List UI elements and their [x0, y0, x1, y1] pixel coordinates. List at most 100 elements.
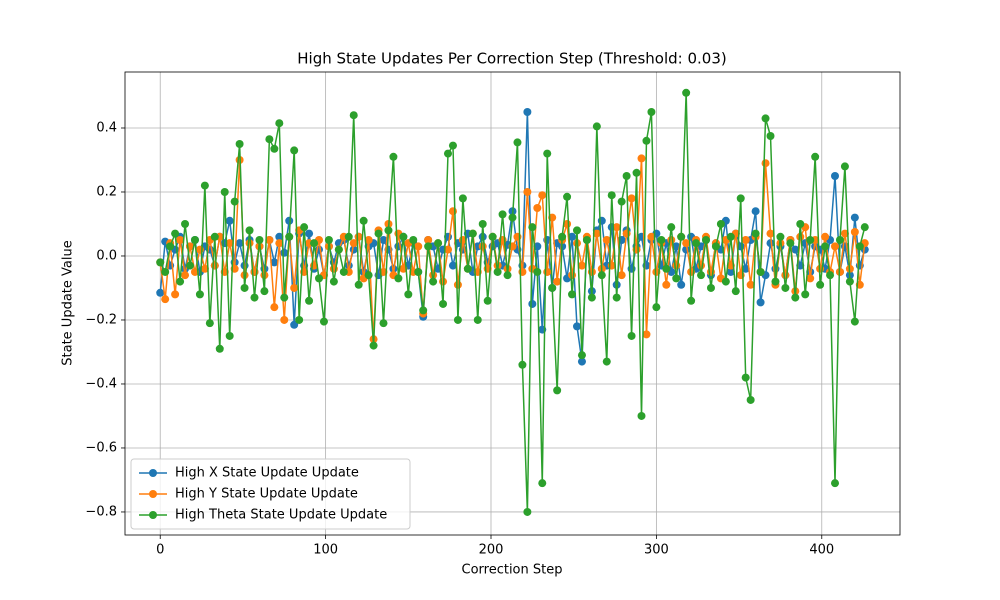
point — [290, 320, 299, 329]
point — [647, 232, 656, 241]
point — [161, 295, 170, 304]
point — [300, 223, 309, 232]
point — [667, 223, 676, 232]
point — [568, 290, 577, 299]
point — [265, 135, 274, 144]
point — [811, 152, 820, 161]
point — [508, 213, 517, 222]
point — [756, 298, 765, 307]
point — [592, 122, 601, 131]
point — [166, 242, 175, 251]
x-tick-label: 400 — [809, 543, 834, 558]
point — [394, 274, 403, 283]
point — [826, 271, 835, 280]
point — [270, 258, 279, 267]
point — [384, 226, 393, 235]
point — [592, 229, 601, 238]
point — [672, 242, 681, 251]
point — [275, 239, 284, 248]
point — [478, 219, 487, 228]
point — [523, 507, 532, 516]
point — [319, 317, 328, 326]
point — [781, 283, 790, 292]
y-tick-label: 0.4 — [96, 120, 117, 135]
point — [573, 322, 582, 331]
point — [617, 271, 626, 280]
point — [796, 219, 805, 228]
point — [200, 264, 209, 273]
point — [374, 229, 383, 238]
point — [637, 154, 646, 163]
point — [280, 293, 289, 302]
point — [697, 261, 706, 270]
point — [275, 119, 284, 128]
point — [513, 138, 522, 147]
point — [324, 235, 333, 244]
point — [265, 235, 274, 244]
point — [429, 277, 438, 286]
point — [850, 213, 859, 222]
point — [741, 264, 750, 273]
point — [702, 235, 711, 244]
axes-frame — [124, 71, 901, 536]
point — [488, 232, 497, 241]
x-axis-label: Correction Step — [462, 563, 563, 578]
point — [721, 277, 730, 286]
point — [443, 245, 452, 254]
point — [483, 296, 492, 305]
point — [860, 223, 869, 232]
point — [821, 242, 830, 251]
point — [746, 395, 755, 404]
point — [850, 317, 859, 326]
point — [731, 287, 740, 296]
point — [478, 242, 487, 251]
point — [260, 287, 269, 296]
point — [339, 267, 348, 276]
point — [285, 216, 294, 225]
point — [577, 351, 586, 360]
point — [746, 280, 755, 289]
point — [612, 293, 621, 302]
point — [617, 197, 626, 206]
point — [751, 229, 760, 238]
point — [801, 290, 810, 299]
point — [677, 232, 686, 241]
point — [642, 330, 651, 339]
point — [637, 411, 646, 420]
point — [354, 280, 363, 289]
point — [305, 296, 314, 305]
point — [424, 235, 433, 244]
point — [692, 239, 701, 248]
point — [831, 242, 840, 251]
point — [627, 331, 636, 340]
chart-title: High State Updates Per Correction Step (… — [297, 50, 726, 68]
point — [225, 239, 234, 248]
point — [156, 258, 165, 267]
point — [305, 229, 314, 238]
point — [349, 239, 358, 248]
point — [176, 235, 185, 244]
point — [587, 293, 596, 302]
plot-area — [156, 88, 869, 516]
y-tick-label: −0.8 — [85, 504, 117, 519]
point — [533, 267, 542, 276]
y-tick-label: −0.4 — [85, 376, 117, 391]
point — [523, 107, 532, 116]
point — [230, 197, 239, 206]
point — [453, 280, 462, 289]
point — [270, 144, 279, 153]
point — [439, 299, 448, 308]
point — [329, 277, 338, 286]
point — [181, 271, 190, 280]
point — [766, 239, 775, 248]
point — [816, 280, 825, 289]
legend-marker — [149, 511, 157, 519]
x-tick-label: 300 — [644, 543, 669, 558]
y-tick-label: 0.0 — [96, 248, 117, 263]
point — [706, 283, 715, 292]
point — [210, 232, 219, 241]
point — [831, 171, 840, 180]
point — [359, 216, 368, 225]
point — [409, 235, 418, 244]
